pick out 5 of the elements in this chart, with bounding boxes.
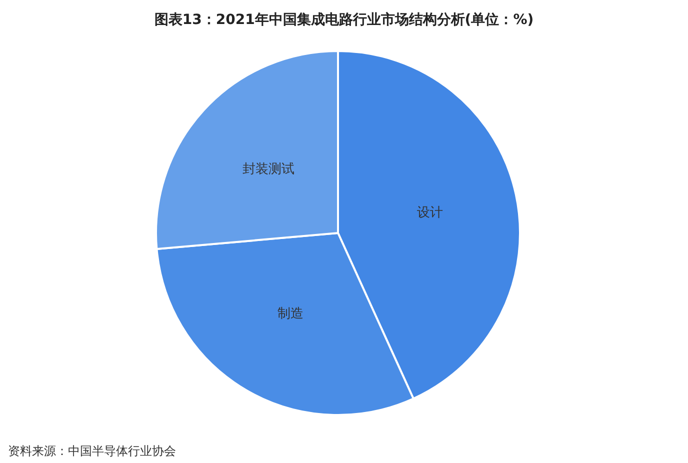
chart-title: 图表13：2021年中国集成电路行业市场结构分析(单位：%) xyxy=(154,11,534,28)
slice-label: 封装测试 xyxy=(242,162,295,178)
text: 资料来源：中国半导体行业协会 xyxy=(8,444,176,458)
slice-label: 设计 xyxy=(416,206,443,221)
slice-label: 制造 xyxy=(278,306,304,322)
